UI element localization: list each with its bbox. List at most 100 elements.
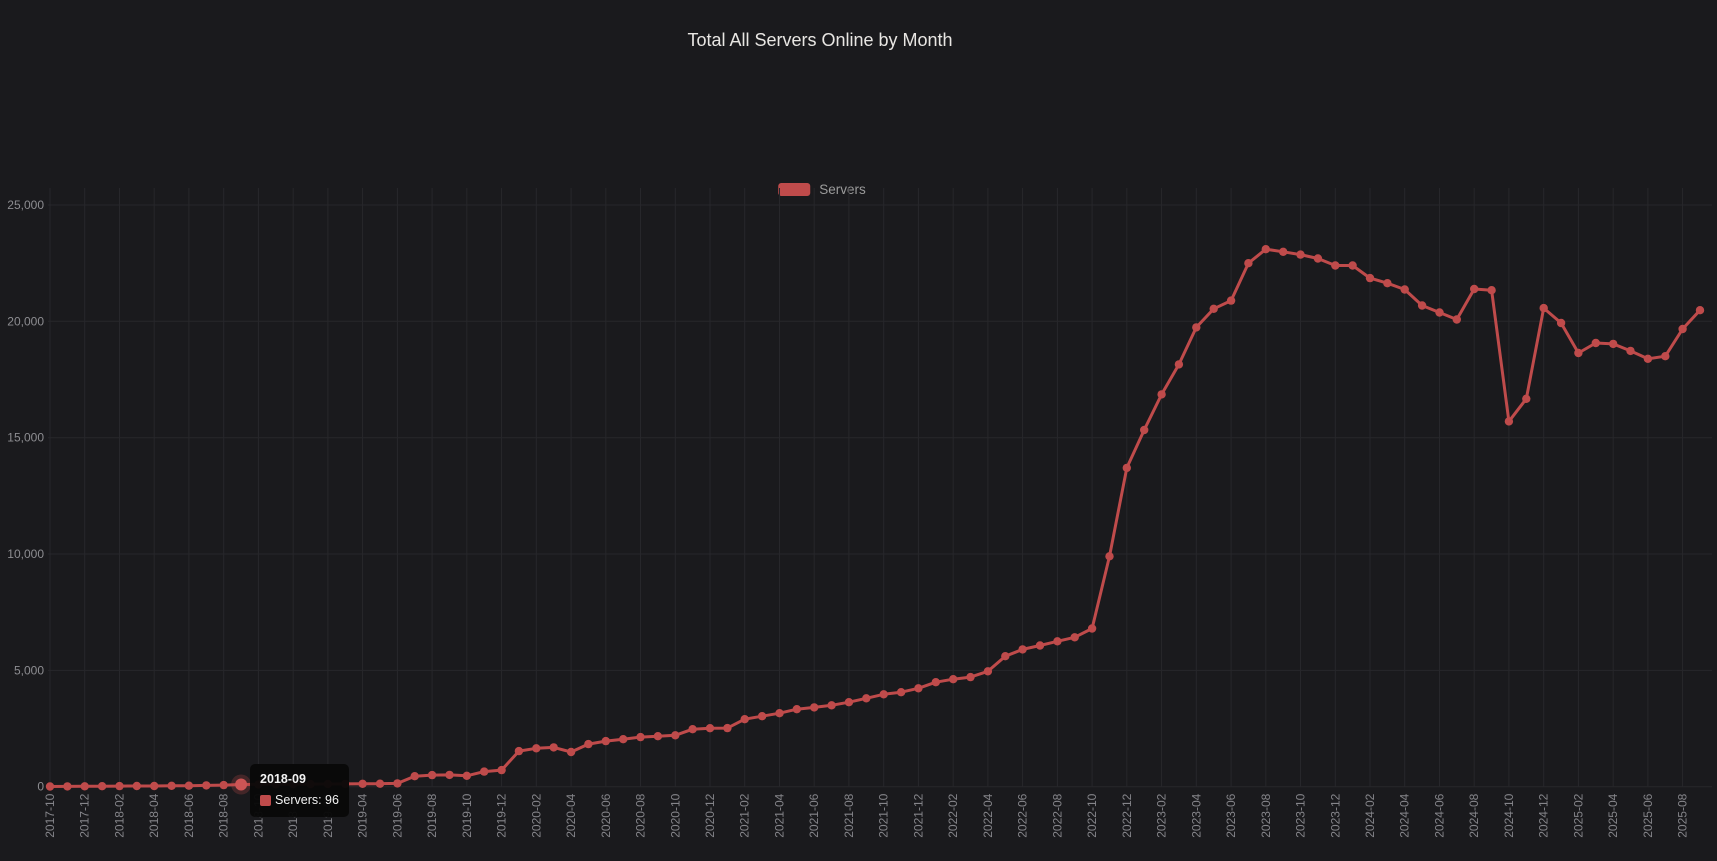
data-point[interactable] <box>1643 354 1653 363</box>
data-point[interactable] <box>497 765 506 775</box>
data-point[interactable] <box>1452 315 1462 324</box>
data-point[interactable] <box>671 731 680 740</box>
data-point[interactable] <box>1313 254 1323 263</box>
data-point[interactable] <box>445 770 454 780</box>
x-axis-label: 2019-10 <box>460 793 474 837</box>
data-point[interactable] <box>115 781 124 791</box>
data-point[interactable] <box>1157 390 1166 399</box>
data-point[interactable] <box>983 667 993 676</box>
data-point[interactable] <box>1140 425 1149 435</box>
data-point[interactable] <box>1053 637 1062 646</box>
data-point[interactable] <box>97 782 107 791</box>
data-point-hovered[interactable] <box>235 778 248 791</box>
data-point[interactable] <box>45 782 55 791</box>
data-point[interactable] <box>219 780 228 790</box>
data-point[interactable] <box>1487 286 1496 295</box>
data-point[interactable] <box>1261 245 1271 254</box>
data-point[interactable] <box>1018 645 1027 654</box>
data-point[interactable] <box>1070 633 1079 642</box>
data-point[interactable] <box>341 779 350 789</box>
data-point[interactable] <box>896 688 906 697</box>
legend-item-servers[interactable]: Servers <box>778 182 866 197</box>
data-point[interactable] <box>358 779 367 788</box>
data-point[interactable] <box>427 770 437 780</box>
data-point[interactable] <box>323 779 333 789</box>
data-point[interactable] <box>1470 284 1479 294</box>
data-point[interactable] <box>619 735 628 744</box>
data-point[interactable] <box>966 672 975 682</box>
data-point[interactable] <box>514 746 524 756</box>
data-point[interactable] <box>1661 352 1670 361</box>
data-point[interactable] <box>757 712 767 721</box>
data-point[interactable] <box>63 782 72 791</box>
data-point[interactable] <box>844 698 854 707</box>
data-point[interactable] <box>1626 346 1635 356</box>
data-point[interactable] <box>636 732 645 742</box>
data-point[interactable] <box>1504 417 1514 426</box>
data-point[interactable] <box>1192 323 1201 332</box>
data-point[interactable] <box>740 715 749 724</box>
data-point[interactable] <box>1001 652 1010 661</box>
data-point[interactable] <box>653 732 663 741</box>
data-point[interactable] <box>1383 279 1392 288</box>
data-point[interactable] <box>306 779 315 789</box>
data-point[interactable] <box>1331 261 1340 270</box>
data-point[interactable] <box>393 779 402 788</box>
data-point[interactable] <box>184 781 194 790</box>
data-point[interactable] <box>532 744 541 753</box>
data-point[interactable] <box>1105 552 1114 561</box>
data-point[interactable] <box>1556 318 1566 328</box>
data-point[interactable] <box>549 743 558 752</box>
data-point[interactable] <box>775 709 784 718</box>
data-point[interactable] <box>1539 303 1548 313</box>
data-point[interactable] <box>1035 641 1045 650</box>
data-point[interactable] <box>202 781 211 790</box>
data-point[interactable] <box>566 747 576 757</box>
data-point[interactable] <box>1417 301 1427 310</box>
data-point[interactable] <box>462 771 471 780</box>
data-point[interactable] <box>80 782 89 791</box>
data-point[interactable] <box>1122 463 1132 473</box>
data-point[interactable] <box>1609 339 1618 349</box>
data-point[interactable] <box>584 739 593 749</box>
data-point[interactable] <box>1087 624 1097 633</box>
data-point[interactable] <box>792 705 801 714</box>
data-point[interactable] <box>1209 304 1218 313</box>
data-point[interactable] <box>289 780 298 789</box>
data-point[interactable] <box>1348 261 1357 270</box>
data-point[interactable] <box>1296 250 1305 259</box>
data-point[interactable] <box>601 736 610 746</box>
data-point[interactable] <box>1591 338 1601 348</box>
data-point[interactable] <box>132 781 141 791</box>
data-point[interactable] <box>705 724 715 733</box>
data-point[interactable] <box>688 725 697 734</box>
data-point[interactable] <box>723 723 732 733</box>
data-point[interactable] <box>150 781 159 791</box>
data-point[interactable] <box>1435 308 1444 317</box>
data-point[interactable] <box>1279 247 1288 256</box>
data-point[interactable] <box>375 779 385 788</box>
data-point[interactable] <box>879 690 888 699</box>
data-point[interactable] <box>1522 394 1531 403</box>
data-point[interactable] <box>1400 285 1409 294</box>
data-point[interactable] <box>810 703 819 712</box>
data-point[interactable] <box>1574 348 1583 358</box>
data-point[interactable] <box>1695 306 1705 315</box>
data-point[interactable] <box>949 675 958 684</box>
data-point[interactable] <box>271 780 280 789</box>
data-point[interactable] <box>862 694 871 703</box>
data-point[interactable] <box>1365 273 1375 283</box>
data-point[interactable] <box>1226 296 1236 305</box>
data-point[interactable] <box>1678 324 1687 334</box>
data-point[interactable] <box>931 678 940 687</box>
data-point[interactable] <box>410 772 419 781</box>
data-point[interactable] <box>254 780 263 789</box>
data-point[interactable] <box>1174 360 1184 369</box>
data-point[interactable] <box>827 701 836 710</box>
data-point[interactable] <box>1244 259 1253 268</box>
data-point[interactable] <box>167 781 176 790</box>
servers-line-series[interactable] <box>48 247 1702 788</box>
data-point[interactable] <box>914 684 923 693</box>
data-point[interactable] <box>480 767 489 776</box>
